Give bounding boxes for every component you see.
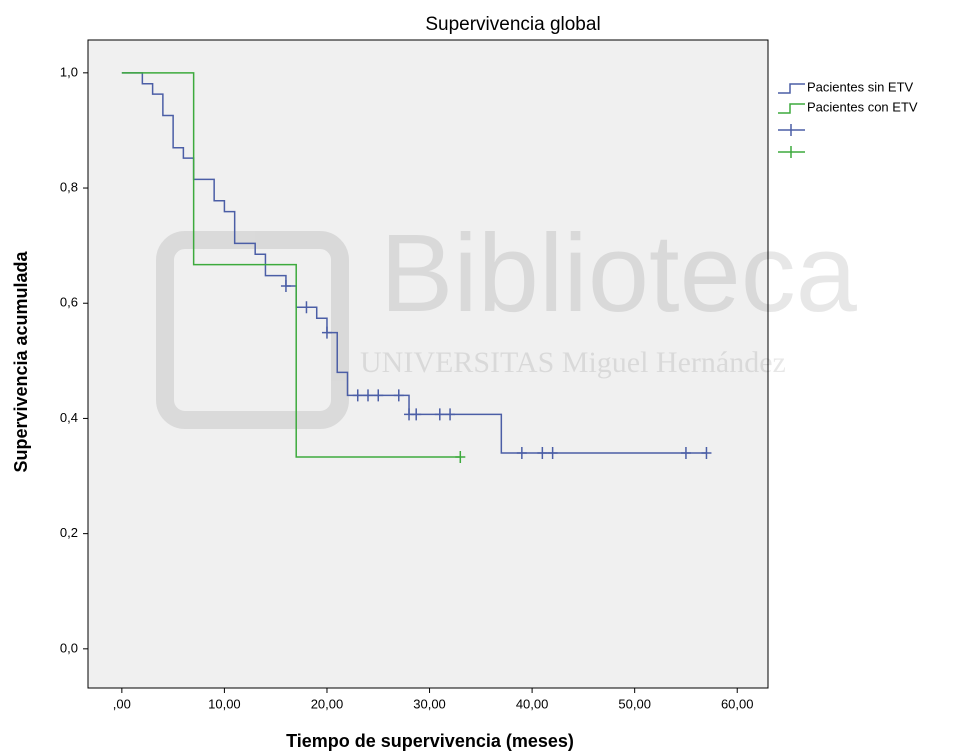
censor-mark <box>280 279 291 292</box>
legend-line <box>778 83 805 94</box>
censor-mark <box>547 446 558 459</box>
censor-mark <box>411 408 422 421</box>
censor-mark <box>680 446 691 459</box>
watermark: Biblioteca UNIVERSITAS Miguel Hernández <box>156 212 858 429</box>
x-tick-label: 30,00 <box>413 696 446 711</box>
censor-mark <box>301 301 312 314</box>
x-tick-label: 20,00 <box>311 696 344 711</box>
x-tick-label: 50,00 <box>618 696 651 711</box>
y-tick-label: 0,2 <box>60 525 78 540</box>
x-tick-label: 10,00 <box>208 696 241 711</box>
x-tick-label: 40,00 <box>516 696 549 711</box>
censor-mark <box>455 451 466 464</box>
censor-mark <box>701 446 712 459</box>
y-tick-label: 0,8 <box>60 179 78 194</box>
censor-mark <box>321 326 332 339</box>
censor-mark <box>516 446 527 459</box>
legend-censor <box>778 124 805 136</box>
censor-mark <box>434 408 445 421</box>
legend-label: Pacientes sin ETV <box>807 79 914 94</box>
legend-line <box>778 103 805 114</box>
chart-title: Supervivencia global <box>425 14 600 35</box>
x-tick-label: 60,00 <box>721 696 754 711</box>
legend-censor <box>778 146 805 158</box>
plot-area <box>87 39 769 689</box>
x-tick-label: ,00 <box>113 696 131 711</box>
watermark-subtext: UNIVERSITAS Miguel Hernández <box>360 346 786 379</box>
y-tick-label: 0,6 <box>60 295 78 310</box>
y-tick-label: 1,0 <box>60 64 78 79</box>
censor-mark <box>373 389 384 402</box>
y-tick-label: 0,0 <box>60 640 78 655</box>
censor-mark <box>352 389 363 402</box>
legend-label: Pacientes con ETV <box>807 99 918 114</box>
watermark-text: Biblioteca <box>380 212 858 335</box>
censor-mark <box>363 389 373 402</box>
survival-curve <box>121 72 461 458</box>
censor-mark <box>393 389 404 402</box>
y-tick-label: 0,4 <box>60 410 78 425</box>
y-axis-label: Supervivencia acumulada <box>11 250 31 472</box>
watermark-logo <box>156 231 349 429</box>
survival-curve <box>121 72 707 454</box>
x-axis-label: Tiempo de supervivencia (meses) <box>286 731 574 751</box>
censor-mark <box>445 408 456 421</box>
censor-mark <box>537 446 548 459</box>
